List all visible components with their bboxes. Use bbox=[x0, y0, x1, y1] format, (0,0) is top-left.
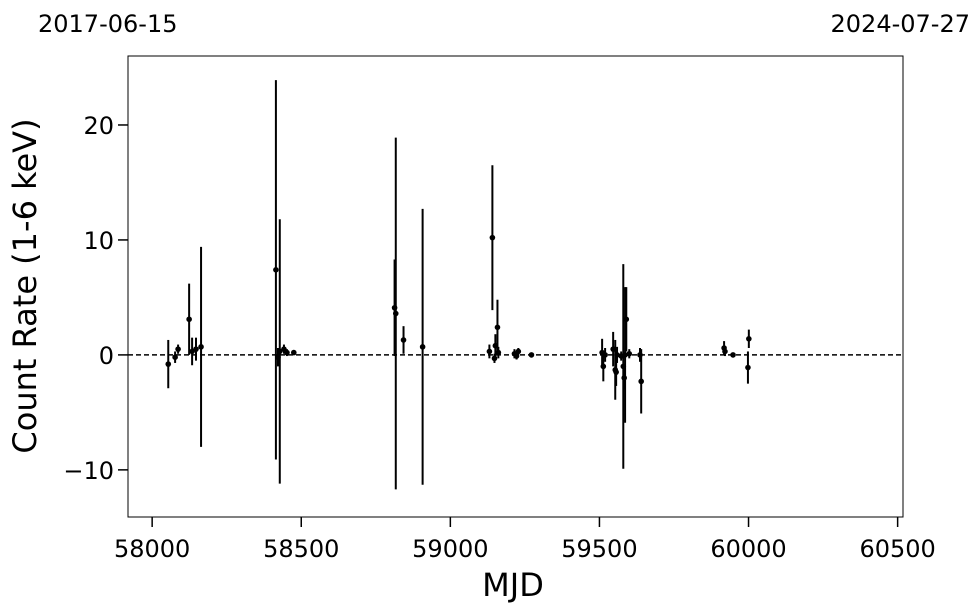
data-point bbox=[193, 346, 199, 352]
y-axis-label: Count Rate (1-6 keV) bbox=[6, 118, 44, 453]
data-point bbox=[486, 348, 493, 355]
y-tick-label: −10 bbox=[63, 457, 114, 485]
x-tick-label: 60500 bbox=[859, 535, 935, 563]
data-point bbox=[392, 310, 399, 317]
x-tick-label: 60000 bbox=[710, 535, 786, 563]
data-point bbox=[745, 364, 751, 371]
data-point bbox=[165, 361, 172, 367]
data-point bbox=[494, 324, 501, 331]
data-point bbox=[600, 363, 607, 370]
y-tick-label: 20 bbox=[83, 112, 114, 140]
data-point bbox=[515, 348, 522, 355]
data-point bbox=[722, 348, 728, 355]
top-right-date: 2024-07-27 bbox=[831, 10, 970, 38]
data-point bbox=[623, 316, 630, 323]
x-tick-label: 59500 bbox=[561, 535, 637, 563]
x-tick-label: 58000 bbox=[114, 535, 190, 563]
data-point bbox=[528, 352, 535, 358]
x-tick-label: 58500 bbox=[263, 535, 339, 563]
data-point bbox=[495, 349, 502, 356]
data-point bbox=[172, 354, 178, 361]
data-point bbox=[613, 369, 619, 375]
top-left-date: 2017-06-15 bbox=[38, 10, 177, 38]
data-point bbox=[276, 348, 283, 355]
data-point bbox=[198, 344, 204, 350]
data-point bbox=[638, 378, 644, 385]
data-point bbox=[186, 316, 192, 323]
data-point bbox=[400, 337, 407, 343]
y-tick-label: 0 bbox=[99, 342, 114, 370]
data-point bbox=[175, 346, 181, 352]
data-point bbox=[419, 344, 426, 350]
x-axis-label: MJD bbox=[482, 566, 544, 604]
data-point bbox=[746, 336, 752, 342]
data-point bbox=[284, 349, 290, 356]
data-point bbox=[730, 352, 736, 358]
data-point bbox=[602, 352, 608, 358]
data-point bbox=[273, 267, 279, 273]
plot-frame bbox=[127, 55, 904, 518]
data-point bbox=[489, 234, 496, 241]
y-tick-label: 10 bbox=[83, 227, 114, 255]
data-point bbox=[626, 350, 633, 357]
data-point bbox=[290, 349, 297, 356]
x-tick-label: 59000 bbox=[412, 535, 488, 563]
